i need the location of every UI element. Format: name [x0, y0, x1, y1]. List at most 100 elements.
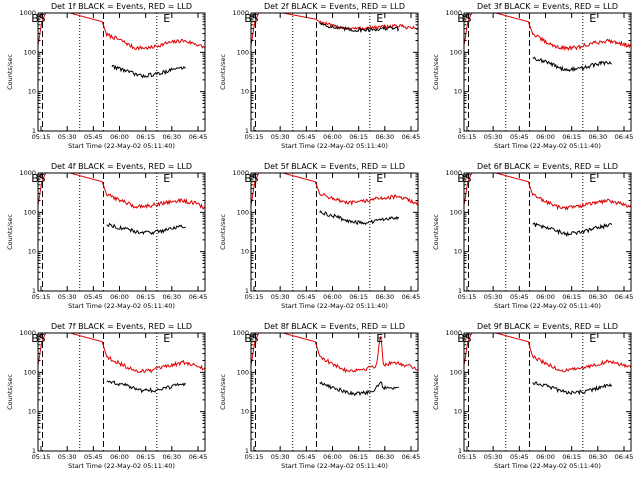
x-tick-label: 06:30	[375, 133, 394, 141]
series-lld-line	[251, 13, 418, 46]
plot-frame	[463, 332, 632, 452]
x-tick-label: 05:45	[84, 133, 103, 141]
x-tick-label: 06:45	[189, 453, 208, 461]
x-tick-label: 06:15	[349, 293, 368, 301]
y-axis-label: Counts/sec	[6, 214, 14, 250]
x-tick-label: 06:45	[402, 293, 421, 301]
series-lld-line	[38, 333, 205, 374]
x-tick-label: 06:30	[162, 133, 181, 141]
y-tick-label: 1	[245, 127, 249, 135]
y-tick-label: 100	[24, 208, 36, 216]
series-events-line	[532, 222, 613, 238]
x-tick-label: 06:15	[349, 133, 368, 141]
x-tick-label: 05:30	[58, 453, 77, 461]
x-tick-label: 05:45	[297, 453, 316, 461]
y-tick-label: 1000	[19, 9, 36, 17]
y-tick-label: 1	[245, 447, 249, 455]
y-tick-label: 1000	[445, 9, 462, 17]
x-tick-label: 05:30	[271, 453, 290, 461]
y-tick-label: 100	[24, 48, 36, 56]
x-tick-label: 05:15	[32, 453, 51, 461]
chart-title: Det 9f BLACK = Events, RED = LLD	[477, 322, 618, 331]
y-tick-label: 10	[28, 248, 36, 256]
x-tick-label: 05:45	[84, 293, 103, 301]
y-tick-label: 1000	[445, 329, 462, 337]
x-tick-label: 05:15	[458, 453, 477, 461]
chart-panel-det-9f: Det 9f BLACK = Events, RED = LLD BS E 1 10 10…	[426, 320, 639, 480]
y-tick-label: 1	[32, 127, 36, 135]
y-axis-label: Counts/sec	[6, 54, 14, 90]
y-axis-label: Counts/sec	[432, 374, 440, 410]
x-tick-label: 06:00	[536, 133, 555, 141]
y-tick-label: 100	[24, 368, 36, 376]
y-tick-label: 1	[245, 287, 249, 295]
y-tick-label: 1000	[445, 169, 462, 177]
x-tick-label: 05:15	[245, 453, 264, 461]
y-axis-label: Counts/sec	[6, 374, 14, 410]
x-tick-label: 06:00	[110, 453, 129, 461]
plot-frame	[37, 332, 206, 452]
chart-panel-det-3f: Det 3f BLACK = Events, RED = LLD BS E 1 10 10…	[426, 0, 639, 160]
series-events-line	[111, 64, 186, 79]
chart-title: Det 8f BLACK = Events, RED = LLD	[264, 322, 405, 331]
x-tick-label: 05:45	[510, 453, 529, 461]
y-tick-label: 10	[454, 408, 462, 416]
y-tick-label: 1	[458, 127, 462, 135]
y-tick-label: 10	[241, 408, 249, 416]
y-tick-label: 10	[454, 88, 462, 96]
marker-e: E	[163, 172, 170, 185]
x-tick-label: 06:15	[136, 293, 155, 301]
y-tick-label: 1000	[232, 329, 249, 337]
marker-e: E	[589, 12, 596, 25]
x-tick-label: 06:00	[323, 133, 342, 141]
chart-title: Det 5f BLACK = Events, RED = LLD	[264, 162, 405, 171]
marker-e: E	[589, 172, 596, 185]
chart-panel-det-6f: Det 6f BLACK = Events, RED = LLD BS E 1 10 10…	[426, 160, 639, 320]
y-tick-label: 1000	[19, 169, 36, 177]
x-axis-label: Start Time (22-May-02 05:11:40)	[281, 142, 388, 150]
x-axis-label: Start Time (22-May-02 05:11:40)	[281, 302, 388, 310]
x-tick-label: 05:45	[297, 133, 316, 141]
series-lld-line	[464, 13, 631, 52]
x-tick-label: 06:45	[402, 133, 421, 141]
y-axis-label: Counts/sec	[432, 214, 440, 250]
x-tick-label: 06:15	[562, 293, 581, 301]
series-events-line	[319, 210, 400, 226]
y-tick-label: 1	[32, 287, 36, 295]
x-tick-label: 06:00	[110, 133, 129, 141]
series-events-line	[319, 381, 399, 397]
plot-frame	[250, 332, 419, 452]
y-axis-label: Counts/sec	[219, 374, 227, 410]
x-tick-label: 05:30	[484, 293, 503, 301]
x-tick-label: 06:30	[375, 293, 394, 301]
chart-title: Det 4f BLACK = Events, RED = LLD	[51, 162, 192, 171]
series-lld-line	[38, 173, 205, 210]
x-tick-label: 05:30	[271, 293, 290, 301]
x-tick-label: 06:45	[189, 133, 208, 141]
y-tick-label: 10	[454, 248, 462, 256]
x-tick-label: 05:30	[58, 293, 77, 301]
x-tick-label: 06:45	[615, 453, 634, 461]
y-axis-label: Counts/sec	[219, 54, 227, 90]
x-tick-label: 05:15	[458, 293, 477, 301]
chart-panel-det-2f: Det 2f BLACK = Events, RED = LLD BS E 1 10 10…	[213, 0, 426, 160]
x-tick-label: 06:00	[323, 453, 342, 461]
plot-frame	[250, 172, 419, 292]
series-lld-line	[38, 13, 205, 51]
y-tick-label: 10	[28, 88, 36, 96]
plot-frame	[250, 12, 419, 132]
marker-e: E	[376, 12, 383, 25]
y-axis-label: Counts/sec	[219, 214, 227, 250]
x-axis-label: Start Time (22-May-02 05:11:40)	[281, 462, 388, 470]
x-tick-label: 06:15	[136, 133, 155, 141]
y-tick-label: 100	[450, 208, 462, 216]
x-axis-label: Start Time (22-May-02 05:11:40)	[68, 462, 175, 470]
x-tick-label: 06:30	[588, 133, 607, 141]
x-tick-label: 06:45	[615, 133, 634, 141]
x-tick-label: 05:15	[32, 293, 51, 301]
